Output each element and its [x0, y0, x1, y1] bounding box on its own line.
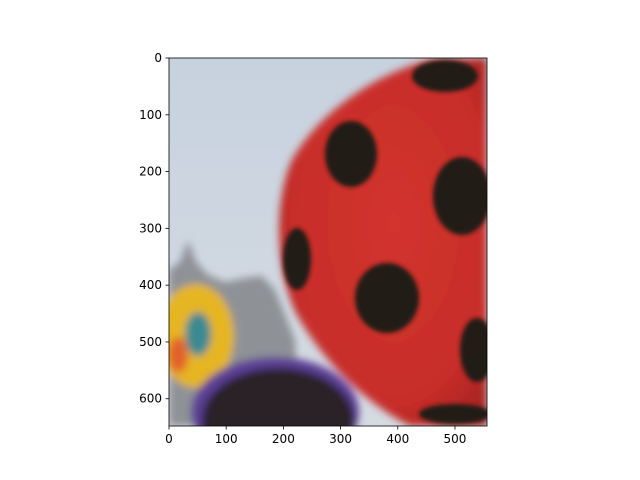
polka-dot: [412, 60, 478, 92]
polka-dot: [419, 404, 487, 424]
y-tick-label: 600: [139, 392, 162, 406]
polka-dot: [433, 157, 487, 235]
polka-dot: [460, 318, 487, 382]
axes-frame: [168, 57, 488, 427]
x-tick-label: 200: [272, 432, 295, 446]
y-axis: 0 100 200 300 400 500 600: [139, 51, 169, 406]
x-tick-label: 500: [444, 432, 467, 446]
x-tick-label: 100: [215, 432, 238, 446]
y-tick-label: 500: [139, 335, 162, 349]
yellow-balloon-teal-panel: [185, 312, 211, 356]
polka-dot: [355, 263, 419, 333]
x-tick-label: 0: [165, 432, 173, 446]
polka-dot: [283, 228, 311, 290]
polka-dot: [325, 121, 377, 187]
y-tick-label: 0: [154, 51, 162, 65]
y-tick-label: 300: [139, 221, 162, 235]
yellow-balloon-orange-panel: [169, 337, 188, 373]
x-tick-label: 300: [329, 432, 352, 446]
x-axis: 0 100 200 300 400 500: [165, 426, 466, 446]
y-tick-label: 200: [139, 165, 162, 179]
photo-image: [169, 58, 487, 426]
y-tick-label: 100: [139, 108, 162, 122]
dark-balloon: [202, 368, 354, 426]
x-tick-label: 400: [386, 432, 409, 446]
y-tick-label: 400: [139, 278, 162, 292]
